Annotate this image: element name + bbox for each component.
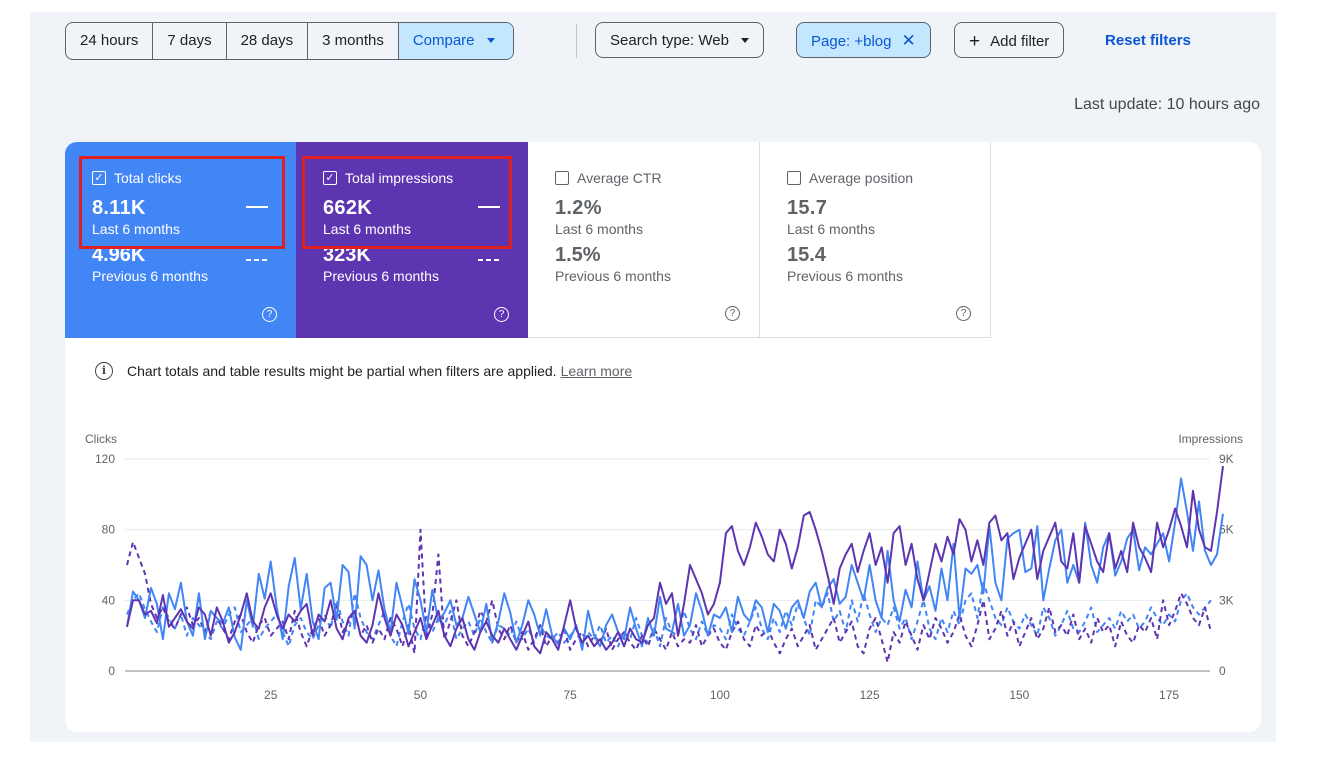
close-icon[interactable]: ✕	[901, 31, 916, 50]
y-left-axis-title: Clicks	[85, 432, 117, 446]
metric-current-period: Last 6 months	[323, 221, 411, 237]
performance-chart: 0 0 40 3K 80 6K 120 9K Clicks Impressions 25 50 75 10…	[85, 432, 1243, 702]
y-left-tick-label: 80	[102, 523, 116, 537]
last-update-text: Last update: 10 hours ago	[1074, 96, 1260, 113]
metric-current-value: 662K	[323, 197, 373, 219]
metric-label: Average position	[809, 170, 914, 186]
series-line-previous	[126, 581, 1212, 648]
add-filter-button[interactable]: + Add filter	[954, 22, 1065, 58]
metric-previous-value: 4.96K	[92, 244, 146, 266]
dashed-line-legend-icon	[246, 259, 268, 261]
metric-previous-period: Previous 6 months	[787, 268, 903, 284]
y-right-tick-label: 6K	[1219, 523, 1234, 537]
y-left-tick-label: 40	[102, 593, 116, 607]
chevron-down-icon	[740, 37, 749, 43]
metric-card-average-ctr[interactable]: Average CTR 1.2% Last 6 months 1.5% Prev…	[528, 142, 760, 338]
add-filter-label: Add filter	[990, 33, 1050, 50]
range-3-months-button[interactable]: 3 months	[308, 23, 399, 59]
reset-filters-link[interactable]: Reset filters	[1105, 32, 1191, 49]
range-24-hours-button[interactable]: 24 hours	[66, 23, 154, 59]
metric-previous-period: Previous 6 months	[323, 268, 439, 284]
performance-card: ✓ Total clicks 8.11K Last 6 months 4.96K …	[65, 142, 1261, 732]
help-icon[interactable]: ?	[262, 307, 277, 322]
metric-previous-period: Previous 6 months	[92, 268, 208, 284]
help-icon[interactable]: ?	[725, 306, 740, 321]
solid-line-legend-icon	[246, 206, 268, 208]
metric-current-value: 15.7	[787, 197, 828, 219]
metric-current-period: Last 6 months	[555, 221, 643, 237]
range-28-days-button[interactable]: 28 days	[227, 23, 309, 59]
info-icon: i	[95, 362, 113, 380]
search-type-dropdown[interactable]: Search type: Web	[595, 22, 764, 58]
metric-previous-value: 323K	[323, 244, 371, 266]
metric-label: Total impressions	[345, 170, 454, 186]
chevron-down-icon	[486, 37, 495, 43]
metric-current-value: 1.2%	[555, 197, 602, 219]
checkbox-checked-icon[interactable]: ✓	[323, 171, 337, 185]
solid-line-legend-icon	[478, 206, 500, 208]
help-icon[interactable]: ?	[494, 307, 509, 322]
metric-card-average-position[interactable]: Average position 15.7 Last 6 months 15.4…	[760, 142, 991, 338]
compare-label: Compare	[412, 32, 475, 49]
x-tick-label: 50	[414, 688, 428, 702]
partial-data-notice: i Chart totals and table results might b…	[95, 362, 632, 380]
x-tick-label: 125	[860, 688, 880, 702]
dashed-line-legend-icon	[478, 259, 500, 261]
y-left-tick-label: 0	[108, 664, 115, 678]
series-line-previous	[126, 528, 1212, 664]
metric-label: Total clicks	[114, 170, 182, 186]
x-tick-label: 175	[1159, 688, 1179, 702]
y-right-tick-label: 9K	[1219, 452, 1234, 466]
metric-previous-value: 1.5%	[555, 244, 601, 266]
search-type-label: Search type: Web	[610, 32, 729, 49]
x-tick-label: 75	[564, 688, 578, 702]
plus-icon: +	[969, 31, 981, 52]
toolbar-divider	[576, 24, 577, 58]
metric-previous-period: Previous 6 months	[555, 268, 671, 284]
x-tick-label: 25	[264, 688, 278, 702]
metric-previous-value: 15.4	[787, 244, 826, 266]
notice-text: Chart totals and table results might be …	[127, 363, 557, 379]
checkbox-checked-icon[interactable]: ✓	[92, 171, 106, 185]
range-7-days-button[interactable]: 7 days	[153, 23, 227, 59]
page-filter-label: Page: +blog	[811, 33, 892, 50]
y-right-tick-label: 3K	[1219, 593, 1234, 607]
series-line-current	[126, 477, 1224, 651]
y-left-tick-label: 120	[95, 452, 115, 466]
checkbox-unchecked-icon[interactable]	[555, 171, 569, 185]
help-icon[interactable]: ?	[956, 306, 971, 321]
metric-card-total-clicks[interactable]: ✓ Total clicks 8.11K Last 6 months 4.96K …	[65, 142, 296, 338]
x-tick-label: 150	[1009, 688, 1029, 702]
page-filter-chip[interactable]: Page: +blog ✕	[796, 22, 931, 58]
metric-label: Average CTR	[577, 170, 662, 186]
metric-current-value: 8.11K	[92, 197, 146, 219]
metric-current-period: Last 6 months	[92, 221, 180, 237]
y-right-axis-title: Impressions	[1178, 432, 1243, 446]
checkbox-unchecked-icon[interactable]	[787, 171, 801, 185]
x-tick-label: 100	[710, 688, 730, 702]
date-range-selector: 24 hours 7 days 28 days 3 months Compare	[65, 22, 514, 60]
y-right-tick-label: 0	[1219, 664, 1226, 678]
metric-current-period: Last 6 months	[787, 221, 875, 237]
learn-more-link[interactable]: Learn more	[560, 363, 633, 379]
compare-dropdown[interactable]: Compare	[398, 23, 513, 59]
metric-card-total-impressions[interactable]: ✓ Total impressions 662K Last 6 months 32…	[296, 142, 528, 338]
series-line-current	[126, 465, 1224, 655]
